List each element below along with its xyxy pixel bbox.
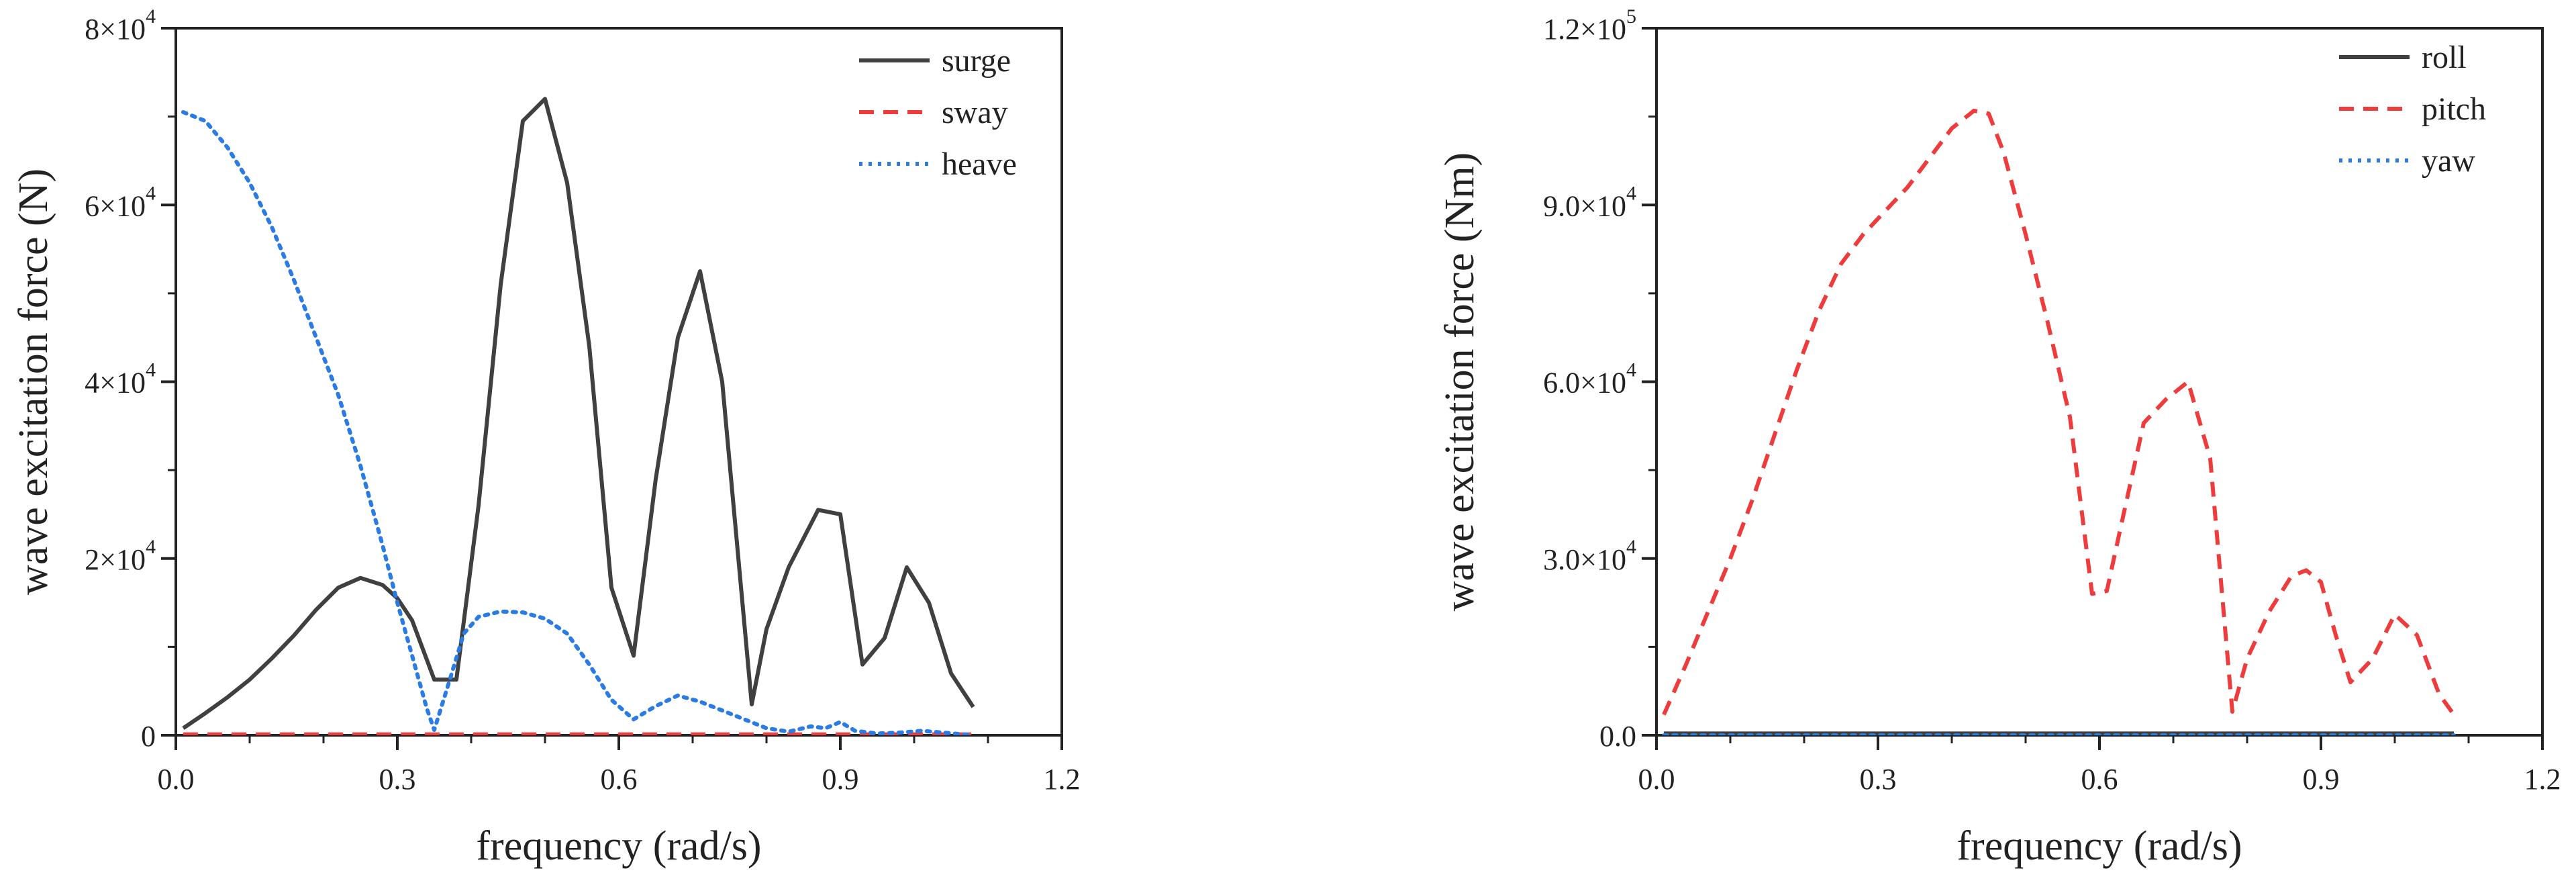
y-axis-title: wave excitation force (Nm) — [1437, 152, 1483, 611]
y-tick-mantissa: 9.0×10 — [1543, 189, 1626, 222]
legend-label-pitch: pitch — [2422, 91, 2486, 127]
y-tick-mantissa: 0 — [141, 720, 156, 753]
y-tick-label: 2×104 — [85, 536, 156, 576]
series-line-surge — [182, 97, 975, 730]
y-tick-mantissa: 3.0×10 — [1543, 543, 1626, 576]
x-tick-label: 0.0 — [1638, 763, 1675, 796]
x-tick-label: 0.3 — [379, 763, 416, 796]
x-axis-title: frequency (rad/s) — [1956, 823, 2242, 869]
legend-label-yaw: yaw — [2422, 143, 2475, 179]
y-tick-label: 0 — [141, 720, 156, 753]
y-tick-label: 6×104 — [85, 182, 156, 222]
y-tick-mantissa: 6.0×10 — [1543, 367, 1626, 400]
y-tick-exponent: 4 — [146, 536, 156, 558]
y-tick-label: 1.2×105 — [1543, 5, 1636, 46]
x-axis-title: frequency (rad/s) — [476, 823, 761, 869]
y-tick-exponent: 4 — [1626, 182, 1636, 204]
y-tick-label: 4×104 — [85, 359, 156, 400]
y-tick-label: 0.0 — [1599, 720, 1636, 753]
x-tick-label: 1.2 — [2524, 763, 2561, 796]
y-tick-exponent: 4 — [146, 182, 156, 204]
y-tick-mantissa: 0.0 — [1599, 720, 1636, 753]
y-tick-exponent: 4 — [1626, 359, 1636, 381]
y-tick-label: 6.0×104 — [1543, 359, 1636, 400]
y-tick-label: 3.0×104 — [1543, 536, 1636, 576]
y-tick-mantissa: 4×10 — [85, 367, 146, 400]
legend-label-surge: surge — [942, 43, 1011, 79]
y-tick-exponent: 4 — [146, 359, 156, 381]
x-tick-label: 1.2 — [1044, 763, 1081, 796]
force-chart: 0.0 0.3 0.6 0.9 1.202×1044×1046×1048×104freq… — [11, 5, 1081, 869]
plot-frame — [1655, 27, 2544, 737]
y-tick-mantissa: 8×10 — [85, 13, 146, 46]
series-line-heave — [181, 110, 975, 735]
x-tick-label: 0.6 — [601, 763, 638, 796]
y-axis-title: wave excitation force (N) — [11, 169, 56, 595]
y-tick-exponent: 4 — [146, 5, 156, 28]
y-tick-label: 8×104 — [85, 5, 156, 46]
y-tick-mantissa: 1.2×10 — [1543, 13, 1626, 46]
x-tick-label: 0.6 — [2081, 763, 2118, 796]
legend-label-roll: roll — [2422, 40, 2467, 75]
y-tick-mantissa: 6×10 — [85, 189, 146, 222]
plot-frame — [175, 27, 1063, 737]
y-tick-exponent: 4 — [1626, 536, 1636, 558]
x-tick-label: 0.0 — [158, 763, 195, 796]
legend-label-sway: sway — [942, 95, 1008, 130]
y-tick-exponent: 5 — [1626, 5, 1636, 28]
x-tick-label: 0.3 — [1860, 763, 1897, 796]
legend-label-heave: heave — [942, 146, 1017, 182]
x-tick-label: 0.9 — [822, 763, 859, 796]
moment-chart: 0.0 0.3 0.6 0.9 1.20.03.0×1046.0×1049.0×1041… — [1437, 5, 2561, 869]
series-line-pitch — [1662, 108, 2456, 716]
x-tick-label: 0.9 — [2303, 763, 2340, 796]
y-tick-label: 9.0×104 — [1543, 182, 1636, 222]
y-tick-mantissa: 2×10 — [85, 543, 146, 576]
